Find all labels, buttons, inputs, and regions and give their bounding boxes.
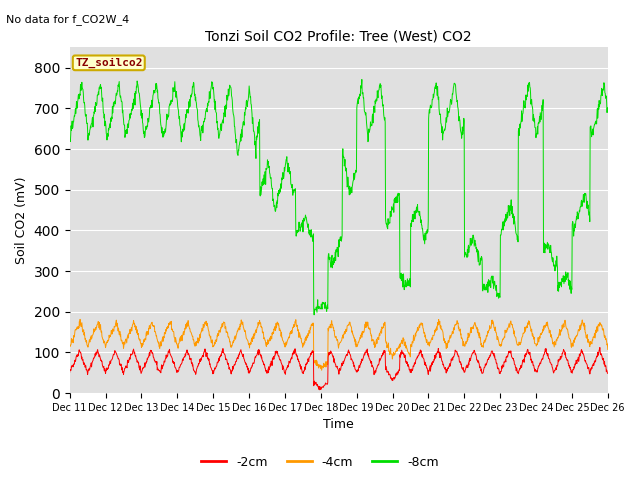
Legend: -2cm, -4cm, -8cm: -2cm, -4cm, -8cm xyxy=(196,451,444,474)
Title: Tonzi Soil CO2 Profile: Tree (West) CO2: Tonzi Soil CO2 Profile: Tree (West) CO2 xyxy=(205,29,472,43)
-4cm xyxy=(108,331,115,337)
-4cm xyxy=(306,329,314,335)
Line: -4cm: -4cm xyxy=(70,319,608,370)
-2cm xyxy=(305,355,313,360)
-2cm xyxy=(294,356,302,361)
-2cm xyxy=(66,370,74,375)
-2cm xyxy=(316,387,323,393)
-4cm xyxy=(294,327,302,333)
-8cm xyxy=(372,98,380,104)
-4cm xyxy=(372,336,380,342)
-2cm xyxy=(596,345,604,350)
-8cm xyxy=(305,230,313,236)
-8cm xyxy=(294,227,302,233)
-4cm xyxy=(604,347,612,352)
-2cm xyxy=(108,357,115,363)
Y-axis label: Soil CO2 (mV): Soil CO2 (mV) xyxy=(15,177,28,264)
-8cm xyxy=(66,137,74,143)
Text: No data for f_CO2W_4: No data for f_CO2W_4 xyxy=(6,14,130,25)
-8cm xyxy=(358,77,365,83)
-8cm xyxy=(604,109,612,115)
-2cm xyxy=(372,366,380,372)
-2cm xyxy=(315,386,323,392)
X-axis label: Time: Time xyxy=(323,419,354,432)
-8cm xyxy=(316,304,323,310)
-8cm xyxy=(108,119,115,124)
-2cm xyxy=(604,371,612,376)
-4cm xyxy=(76,316,84,322)
-4cm xyxy=(318,367,326,373)
Text: TZ_soilco2: TZ_soilco2 xyxy=(75,58,143,68)
Line: -8cm: -8cm xyxy=(70,80,608,315)
-8cm xyxy=(310,312,318,318)
-8cm xyxy=(129,106,137,111)
Line: -2cm: -2cm xyxy=(70,348,608,390)
-4cm xyxy=(316,362,323,368)
-4cm xyxy=(66,342,74,348)
-4cm xyxy=(130,318,138,324)
-2cm xyxy=(129,348,137,353)
